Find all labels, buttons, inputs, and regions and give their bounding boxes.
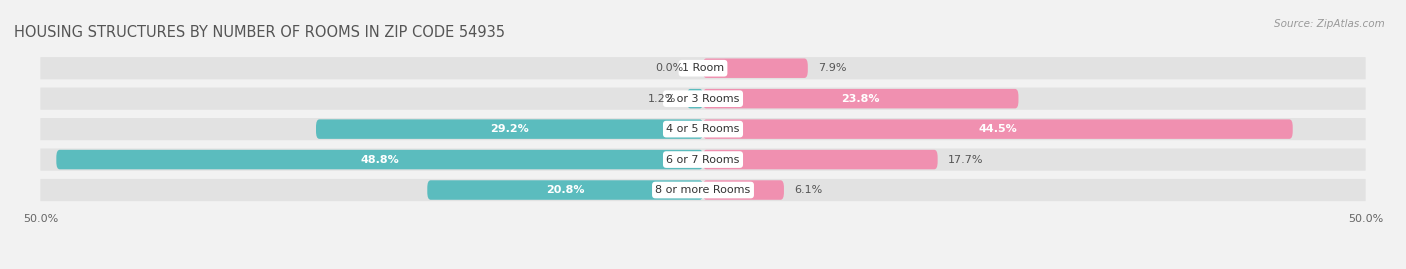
- Text: 0.0%: 0.0%: [655, 63, 683, 73]
- FancyBboxPatch shape: [56, 150, 703, 169]
- FancyBboxPatch shape: [703, 58, 808, 78]
- FancyBboxPatch shape: [427, 180, 703, 200]
- Text: 23.8%: 23.8%: [841, 94, 880, 104]
- FancyBboxPatch shape: [703, 119, 1292, 139]
- Text: 2 or 3 Rooms: 2 or 3 Rooms: [666, 94, 740, 104]
- Text: 29.2%: 29.2%: [491, 124, 529, 134]
- Text: 6 or 7 Rooms: 6 or 7 Rooms: [666, 155, 740, 165]
- Text: 20.8%: 20.8%: [546, 185, 585, 195]
- FancyBboxPatch shape: [41, 118, 1365, 140]
- Text: 6.1%: 6.1%: [794, 185, 823, 195]
- Text: 7.9%: 7.9%: [818, 63, 846, 73]
- Text: 1.2%: 1.2%: [648, 94, 676, 104]
- FancyBboxPatch shape: [41, 179, 1365, 201]
- FancyBboxPatch shape: [703, 150, 938, 169]
- FancyBboxPatch shape: [703, 180, 785, 200]
- Text: 17.7%: 17.7%: [948, 155, 984, 165]
- FancyBboxPatch shape: [41, 57, 1365, 79]
- Text: 8 or more Rooms: 8 or more Rooms: [655, 185, 751, 195]
- Text: 44.5%: 44.5%: [979, 124, 1017, 134]
- FancyBboxPatch shape: [316, 119, 703, 139]
- Text: 4 or 5 Rooms: 4 or 5 Rooms: [666, 124, 740, 134]
- FancyBboxPatch shape: [688, 89, 703, 108]
- Text: HOUSING STRUCTURES BY NUMBER OF ROOMS IN ZIP CODE 54935: HOUSING STRUCTURES BY NUMBER OF ROOMS IN…: [14, 25, 505, 40]
- FancyBboxPatch shape: [703, 89, 1018, 108]
- FancyBboxPatch shape: [41, 148, 1365, 171]
- Text: 1 Room: 1 Room: [682, 63, 724, 73]
- FancyBboxPatch shape: [41, 87, 1365, 110]
- Text: Source: ZipAtlas.com: Source: ZipAtlas.com: [1274, 19, 1385, 29]
- Text: 48.8%: 48.8%: [360, 155, 399, 165]
